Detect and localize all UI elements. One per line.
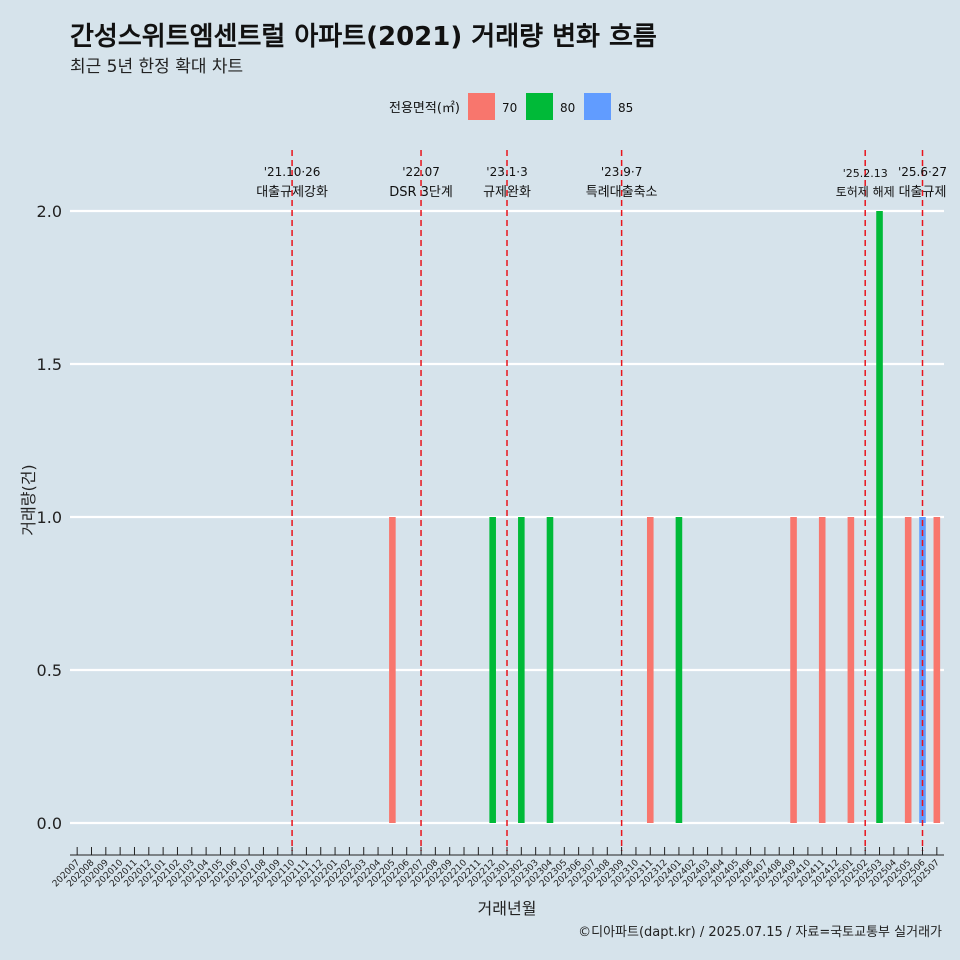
bar-202507-70 [933,517,941,823]
bar-202401-80 [675,517,683,823]
bar-202205-70 [389,517,396,823]
y-tick-label: 2.0 [37,202,62,221]
chart-title: 간성스위트엠센트럴 아파트(2021) 거래량 변화 흐름 [70,22,657,52]
bar-202409-70 [790,517,797,823]
x-axis-title: 거래년월 [478,899,537,918]
chart-caption: ©디아파트(dapt.kr) / 2025.07.15 / 자료=국토교통부 실… [578,925,942,940]
bar-202501-70 [847,517,855,823]
bar-202302-80 [518,517,525,823]
event-date-202207: '22.07 [402,165,440,179]
legend-label-70: 70 [502,101,517,115]
legend-label-80: 80 [560,101,575,115]
event-date-202301: '23.1·3 [486,165,527,179]
event-date-202506: '25.6·27 [898,165,947,179]
bar-202411-70 [818,517,826,823]
legend-title: 전용면적(㎡) [389,101,460,116]
legend-swatch-80 [526,93,553,120]
y-tick-label: 1.5 [37,355,62,374]
event-label-202110: 대출규제강화 [256,185,328,200]
event-label-202506: 대출규제 [899,185,947,200]
chart-subtitle: 최근 5년 한정 확대 차트 [70,57,244,77]
event-label-202207: DSR 3단계 [389,185,453,200]
legend-swatch-70 [468,93,495,120]
bar-202503-80 [876,211,883,823]
event-date-202502: '25.2.13 [843,167,888,180]
y-tick-label: 1.0 [37,508,62,527]
bar-202311-70 [646,517,654,823]
bar-202304-80 [546,517,554,823]
event-date-202309: '23.9·7 [601,165,642,179]
event-label-202301: 규제완화 [483,185,531,200]
y-tick-label: 0.5 [37,661,62,680]
event-date-202110: '21.10·26 [264,165,321,179]
y-tick-label: 0.0 [37,814,62,833]
event-label-202309: 특례대출축소 [586,185,658,200]
event-label-202502: 토허제 해제 [836,185,895,199]
legend-swatch-85 [584,93,611,120]
bar-202212-80 [489,517,496,823]
bar-202505-70 [904,517,912,823]
legend-label-85: 85 [618,101,633,115]
y-axis-title: 거래량(건) [19,464,38,535]
